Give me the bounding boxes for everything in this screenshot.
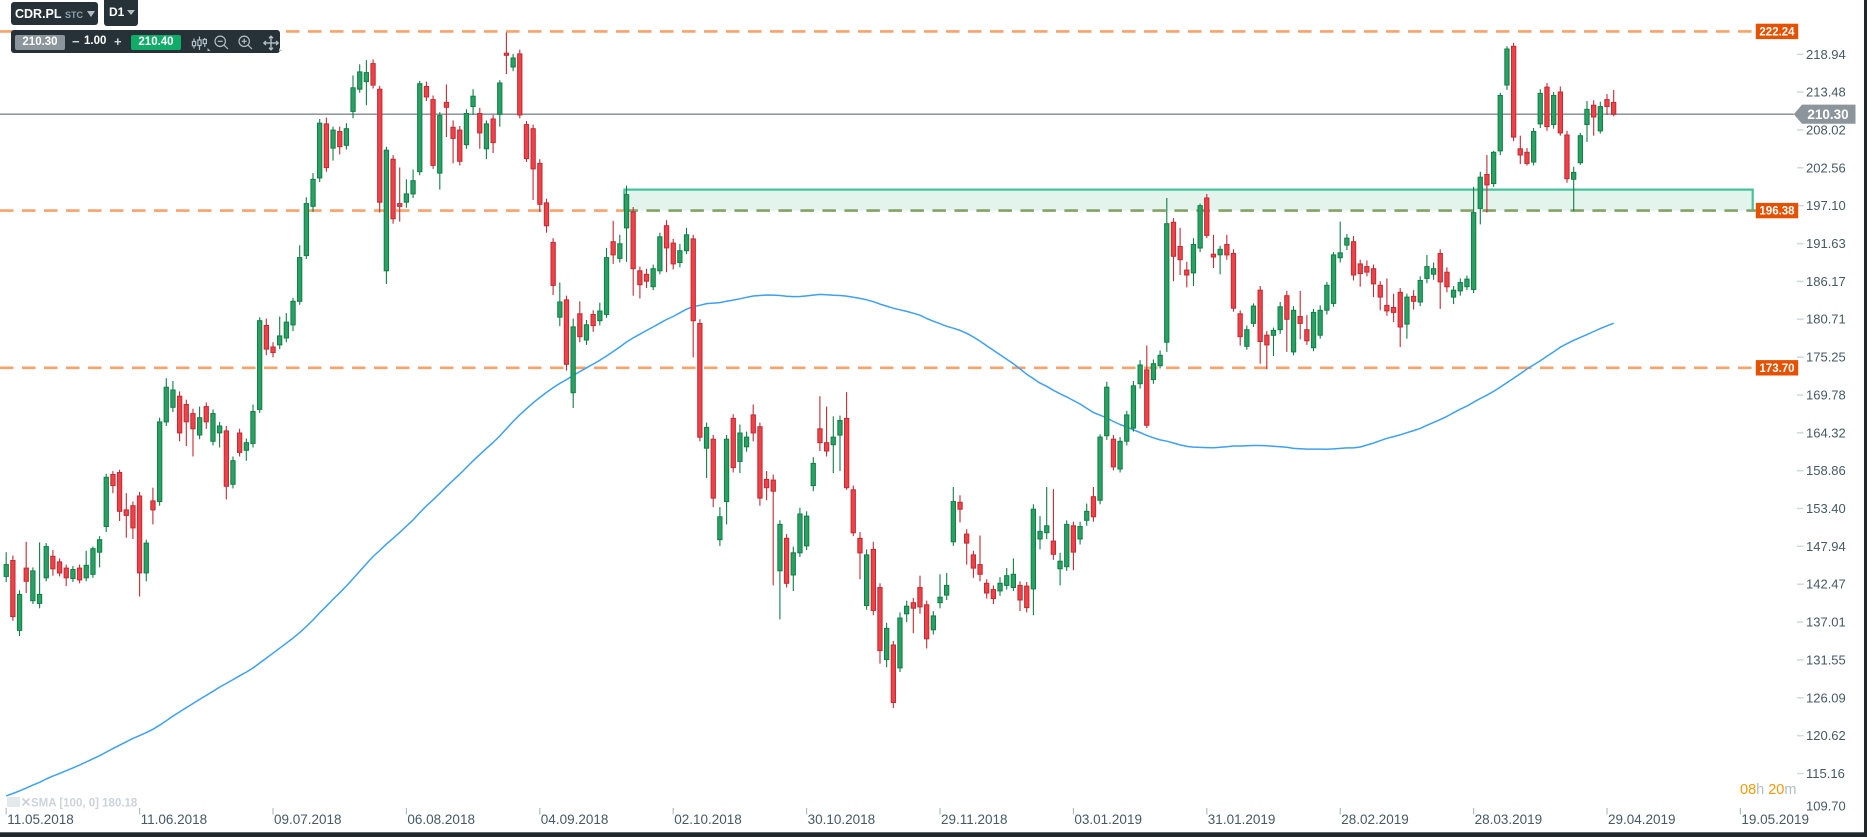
svg-text:218.94: 218.94 (1806, 47, 1846, 62)
svg-text:180.71: 180.71 (1806, 312, 1846, 327)
svg-text:04.09.2018: 04.09.2018 (541, 812, 609, 827)
svg-text:186.17: 186.17 (1806, 274, 1846, 289)
svg-text:175.25: 175.25 (1806, 350, 1846, 365)
svg-text:197.10: 197.10 (1806, 198, 1846, 213)
svg-text:30.10.2018: 30.10.2018 (808, 812, 876, 827)
svg-text:196.38: 196.38 (1759, 206, 1795, 218)
svg-text:02.10.2018: 02.10.2018 (674, 812, 742, 827)
svg-text:11.06.2018: 11.06.2018 (141, 812, 208, 827)
svg-text:19.05.2019: 19.05.2019 (1741, 812, 1809, 827)
svg-text:164.32: 164.32 (1806, 425, 1846, 440)
svg-text:173.70: 173.70 (1759, 363, 1794, 375)
svg-text:11.05.2018: 11.05.2018 (7, 812, 74, 827)
svg-text:28.02.2019: 28.02.2019 (1341, 812, 1409, 827)
svg-text:03.01.2019: 03.01.2019 (1074, 812, 1142, 827)
svg-text:109.70: 109.70 (1806, 799, 1846, 814)
svg-text:147.94: 147.94 (1806, 539, 1846, 554)
svg-text:131.55: 131.55 (1806, 652, 1846, 667)
svg-text:142.47: 142.47 (1806, 577, 1846, 592)
svg-text:115.16: 115.16 (1806, 766, 1845, 781)
svg-text:208.02: 208.02 (1806, 123, 1846, 138)
svg-text:210.30: 210.30 (1807, 107, 1848, 122)
svg-text:120.62: 120.62 (1806, 728, 1846, 743)
svg-text:169.78: 169.78 (1806, 388, 1846, 403)
svg-text:158.86: 158.86 (1806, 463, 1846, 478)
svg-text:191.63: 191.63 (1806, 236, 1846, 251)
svg-text:29.04.2019: 29.04.2019 (1608, 812, 1676, 827)
svg-text:09.07.2018: 09.07.2018 (274, 812, 342, 827)
svg-text:08h 20m: 08h 20m (1740, 782, 1796, 798)
svg-text:202.56: 202.56 (1806, 160, 1846, 175)
svg-text:28.03.2019: 28.03.2019 (1475, 812, 1543, 827)
svg-text:29.11.2018: 29.11.2018 (941, 812, 1008, 827)
svg-text:31.01.2019: 31.01.2019 (1208, 812, 1276, 827)
svg-text:SMA [100, 0] 180.18: SMA [100, 0] 180.18 (31, 798, 138, 810)
svg-text:213.48: 213.48 (1806, 85, 1846, 100)
svg-text:137.01: 137.01 (1806, 615, 1846, 630)
svg-text:222.24: 222.24 (1759, 26, 1795, 38)
svg-text:126.09: 126.09 (1806, 690, 1846, 705)
svg-text:06.08.2018: 06.08.2018 (407, 812, 475, 827)
svg-text:153.40: 153.40 (1806, 501, 1846, 516)
